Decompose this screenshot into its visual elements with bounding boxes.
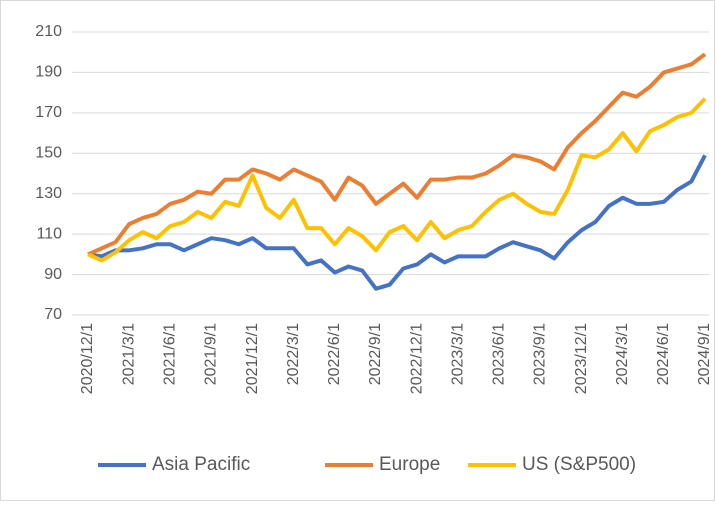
x-tick-label: 2021/3/1 (120, 323, 137, 385)
x-tick-label: 2021/12/1 (244, 323, 261, 394)
x-tick-label: 2023/9/1 (532, 323, 549, 385)
y-tick-label: 110 (36, 225, 62, 242)
x-tick-label: 2021/9/1 (203, 323, 220, 385)
legend-label: US (S&P500) (522, 454, 636, 475)
y-tick-label: 70 (44, 306, 62, 323)
x-tick-label: 2022/12/1 (408, 323, 425, 394)
y-tick-label: 150 (35, 145, 62, 162)
y-tick-label: 130 (35, 185, 62, 202)
series-line (87, 97, 707, 263)
y-tick-label: 210 (35, 23, 62, 40)
x-tick-label: 2024/9/1 (696, 323, 713, 385)
y-tick-label: 90 (44, 266, 62, 283)
x-tick-label: 2022/6/1 (326, 323, 343, 385)
x-tick-label: 2023/6/1 (491, 323, 508, 385)
x-tick-label: 2020/12/1 (79, 323, 96, 394)
x-tick-label: 2023/3/1 (449, 323, 466, 385)
x-tick-label: 2023/12/1 (573, 323, 590, 394)
legend-label: Asia Pacific (152, 454, 250, 475)
x-tick-label: 2024/6/1 (655, 323, 672, 385)
x-tick-label: 2024/3/1 (614, 323, 631, 385)
y-tick-label: 170 (35, 104, 62, 121)
y-tick-label: 190 (35, 64, 62, 81)
x-tick-label: 2022/3/1 (285, 323, 302, 385)
series-line (87, 154, 707, 291)
x-tick-label: 2021/6/1 (161, 323, 178, 385)
x-tick-label: 2022/9/1 (367, 323, 384, 385)
series-line (87, 52, 707, 257)
legend-label: Europe (379, 454, 440, 475)
